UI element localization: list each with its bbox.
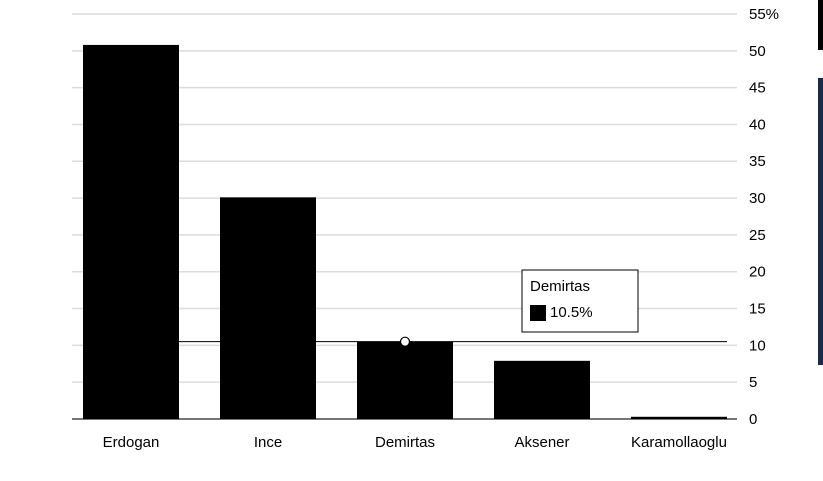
tooltip-value: 10.5% [550, 304, 593, 321]
x-tick-label: Ince [254, 434, 282, 451]
bar [83, 44, 179, 419]
y-tick-label: 25 [749, 227, 766, 244]
tooltip-title: Demirtas [530, 278, 590, 295]
y-tick-label: 20 [749, 264, 766, 281]
y-tick-label: 15 [749, 301, 766, 318]
bar [631, 416, 727, 419]
y-tick-label: 10 [749, 337, 766, 354]
y-tick-label: 40 [749, 116, 766, 133]
x-tick-label: Erdogan [103, 434, 160, 451]
y-tick-label: 55% [749, 6, 779, 23]
bar [494, 360, 590, 419]
y-tick-label: 50 [749, 43, 766, 60]
side-decoration [818, 78, 823, 365]
y-tick-label: 5 [749, 374, 757, 391]
x-tick-label: Aksener [514, 434, 569, 451]
tooltip: Demirtas 10.5% [521, 269, 639, 333]
y-tick-label: 35 [749, 153, 766, 170]
y-tick-label: 0 [749, 411, 757, 428]
tooltip-box [521, 269, 639, 333]
tooltip-swatch [530, 305, 546, 321]
y-tick-label: 30 [749, 190, 766, 207]
bar [220, 197, 316, 419]
x-tick-label: Karamollaoglu [631, 434, 727, 451]
y-tick-label: 45 [749, 80, 766, 97]
bar [357, 341, 453, 419]
x-tick-label: Demirtas [375, 434, 435, 451]
hover-dot [399, 336, 411, 347]
side-decoration [818, 0, 823, 50]
